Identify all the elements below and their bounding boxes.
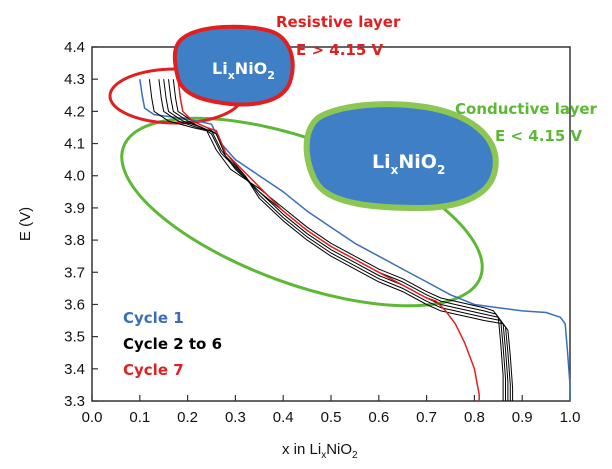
- x-tick-label: 0.4: [273, 409, 294, 426]
- conductive-particle-shape: [303, 101, 499, 212]
- x-tick-label: 1.0: [560, 409, 581, 426]
- x-tick-label: 0.9: [512, 409, 533, 426]
- y-tick-label: 3.8: [64, 232, 85, 249]
- conductive-layer-condition: E < 4.15 V: [495, 127, 582, 145]
- legend-cycle-7: Cycle 7: [123, 361, 184, 379]
- conductive-layer-title: Conductive layer: [455, 100, 598, 118]
- y-axis-title: E (V): [17, 207, 34, 241]
- series-line-1: [148, 79, 504, 401]
- y-tick-label: 4.3: [64, 71, 85, 88]
- x-tick-label: 0.0: [82, 409, 103, 426]
- conductive-particle-label: LixNiO2: [372, 151, 445, 177]
- series-line-6: [177, 79, 480, 401]
- x-tick-label: 0.1: [129, 409, 150, 426]
- y-tick-label: 3.3: [64, 393, 85, 410]
- legend-cycle-2-6: Cycle 2 to 6: [123, 335, 222, 353]
- y-tick-label: 4.1: [64, 136, 85, 153]
- legend-cycle-1: Cycle 1: [123, 309, 184, 327]
- y-tick-label: 3.7: [64, 264, 85, 281]
- y-tick-label: 4.4: [64, 39, 85, 56]
- y-tick-label: 3.6: [64, 296, 85, 313]
- x-tick-label: 0.7: [416, 409, 437, 426]
- x-tick-label: 0.2: [177, 409, 198, 426]
- series-layer: [139, 79, 571, 401]
- resistive-particle-label: LixNiO2: [212, 59, 275, 82]
- x-axis-title: x in LixNiO2: [282, 441, 358, 461]
- y-tick-label: 4.0: [64, 168, 85, 185]
- series-line-4: [168, 79, 511, 401]
- resistive-layer-condition: E > 4.15 V: [296, 41, 383, 59]
- y-tick-label: 4.2: [64, 103, 85, 120]
- x-tick-label: 0.8: [464, 409, 485, 426]
- y-tick-label: 3.5: [64, 329, 85, 346]
- x-tick-label: 0.3: [225, 409, 246, 426]
- y-tick-label: 3.4: [64, 361, 85, 378]
- resistive-particle-shape: [172, 24, 295, 107]
- x-tick-label: 0.5: [321, 409, 342, 426]
- resistive-layer-title: Resistive layer: [276, 13, 401, 31]
- y-tick-label: 3.9: [64, 200, 85, 217]
- y-axis-ticks: 3.3 3.4 3.5 3.6 3.7 3.8 3.9 4.0 4.1 4.2 4.3 4.4: [64, 39, 98, 410]
- x-tick-label: 0.6: [368, 409, 389, 426]
- x-axis-ticks: 0.0 0.1 0.2 0.3 0.4 0.5 0.6 0.7 0.8 0.9 1.0: [82, 395, 581, 426]
